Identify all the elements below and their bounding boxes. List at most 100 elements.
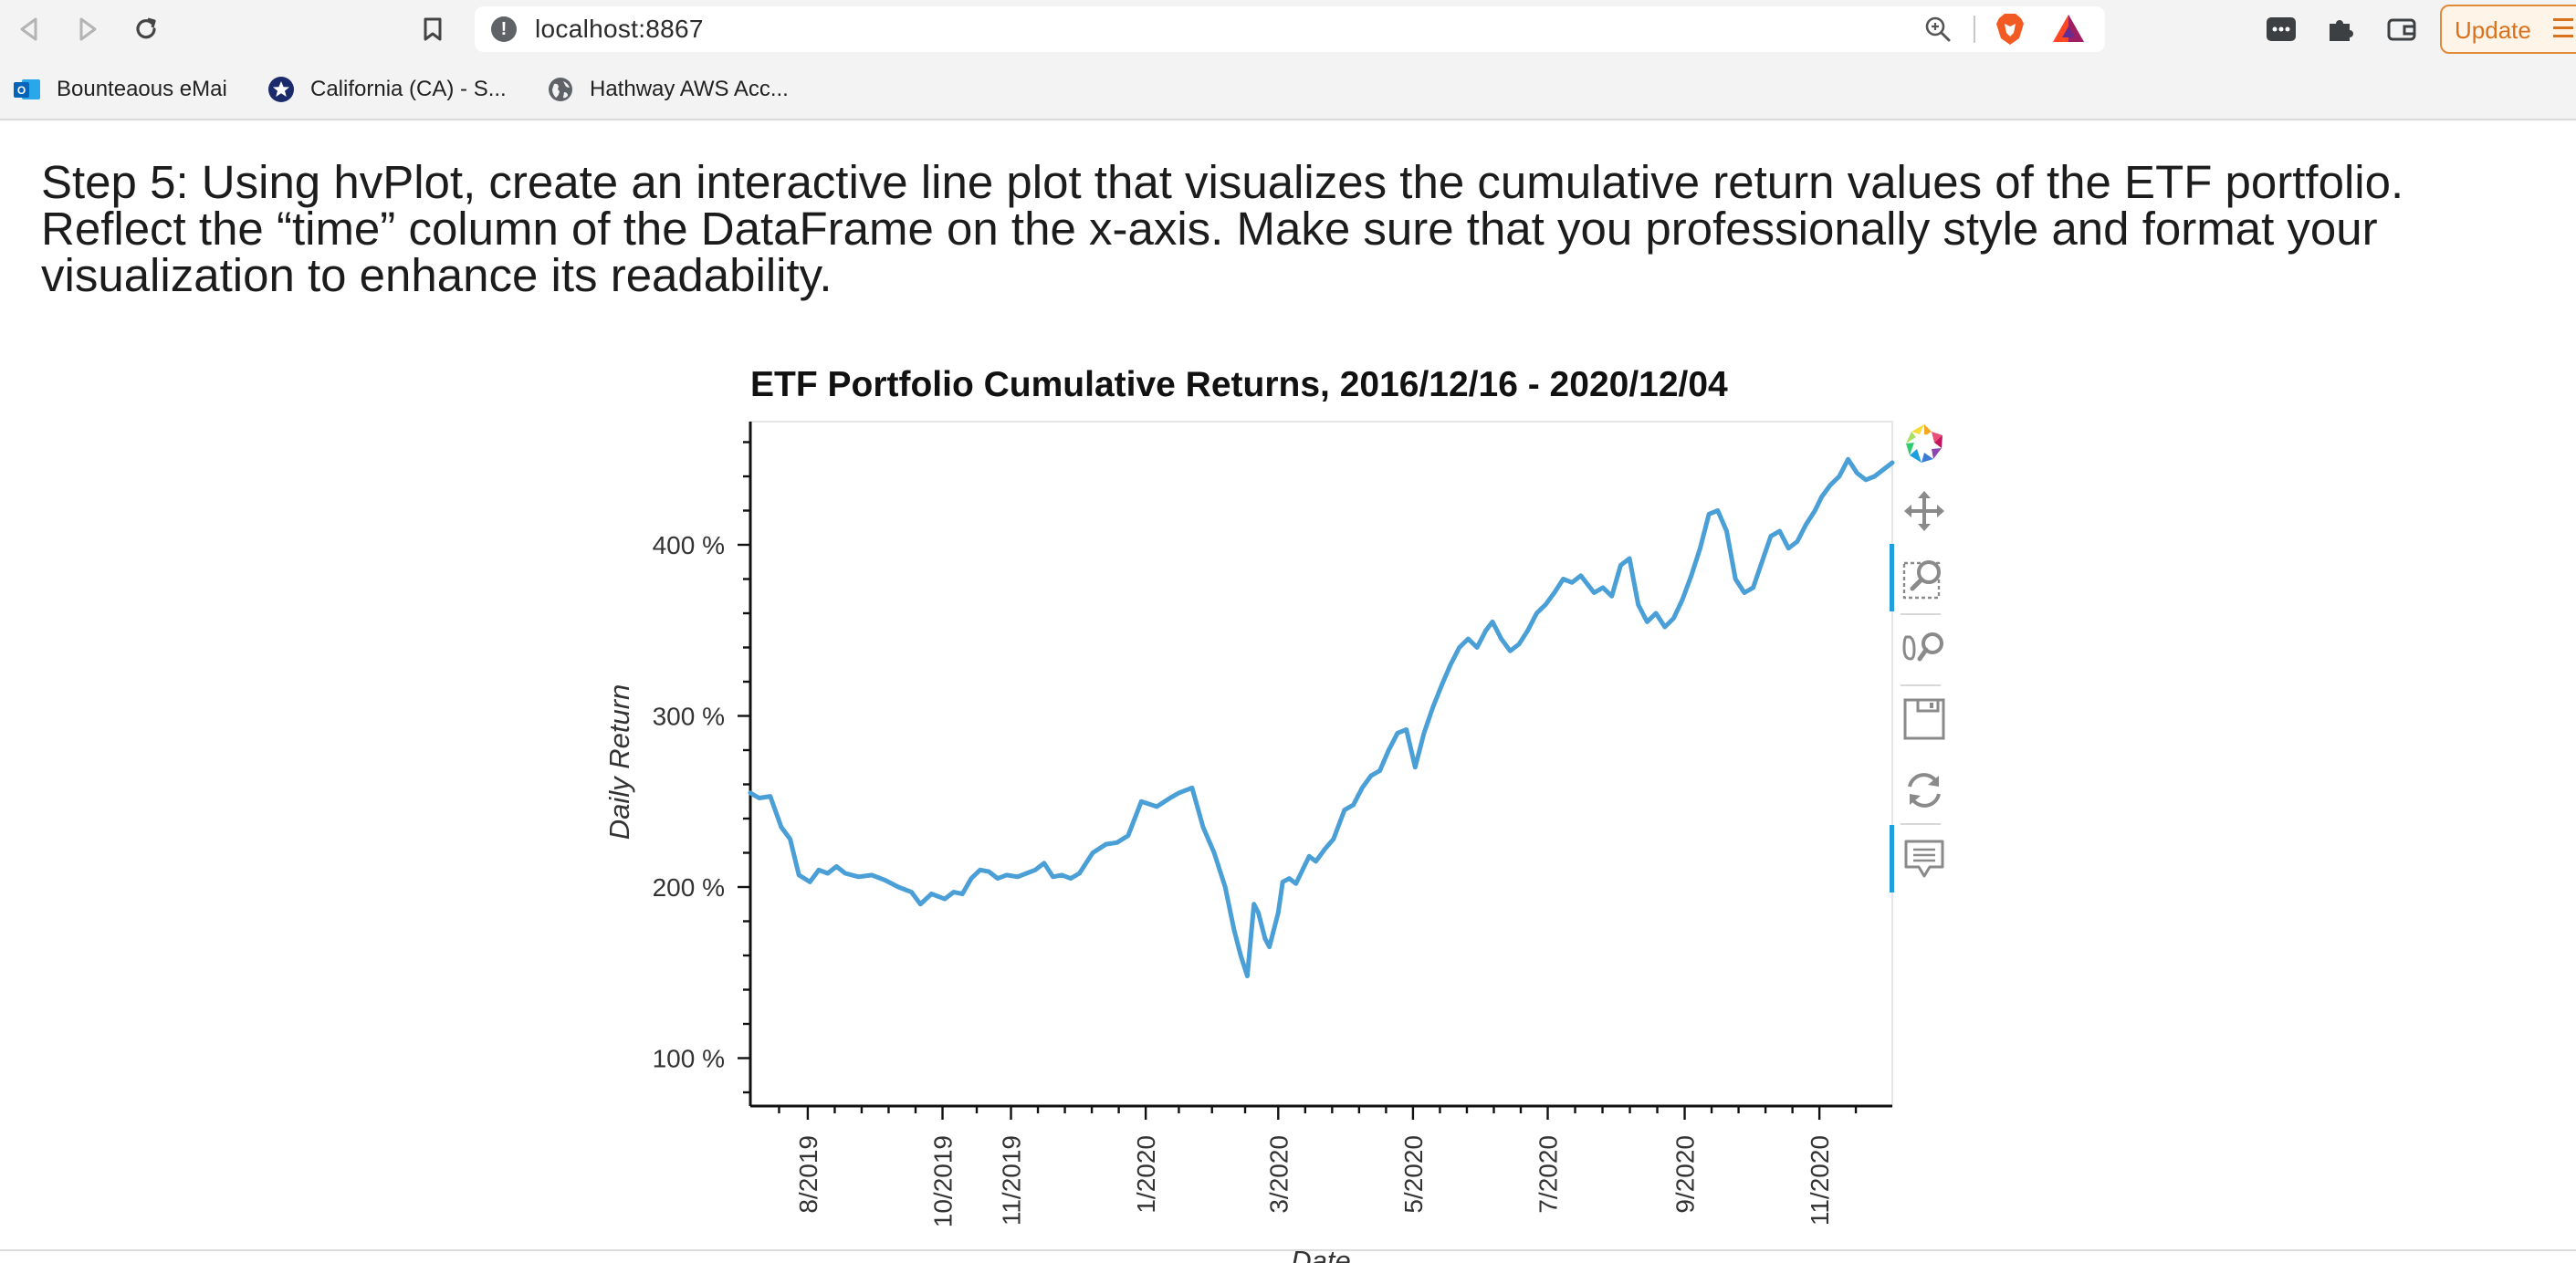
pan-tool-icon[interactable] xyxy=(1901,487,1948,535)
wheel-zoom-tool-icon[interactable] xyxy=(1901,624,1948,672)
brave-shields-icon[interactable] xyxy=(1994,11,2026,47)
data-point xyxy=(779,825,784,830)
data-point xyxy=(1051,874,1055,879)
data-point xyxy=(1256,910,1261,915)
address-bar[interactable]: ! localhost:8867 xyxy=(475,6,2105,52)
data-point xyxy=(869,872,874,878)
site-info-icon[interactable]: ! xyxy=(491,16,517,42)
bokeh-logo-icon[interactable] xyxy=(1901,420,1948,467)
zoom-icon[interactable] xyxy=(1924,15,1952,44)
save-tool-icon[interactable] xyxy=(1901,695,1948,743)
data-point xyxy=(978,868,982,872)
data-point xyxy=(1262,936,1268,941)
url-text[interactable]: localhost:8867 xyxy=(535,15,704,43)
reload-button[interactable] xyxy=(126,9,166,49)
tool-divider xyxy=(1901,613,1941,615)
update-label: Update xyxy=(2455,16,2531,44)
data-point xyxy=(1837,474,1842,479)
svg-text:O: O xyxy=(17,84,26,97)
data-point xyxy=(1689,573,1694,578)
data-point xyxy=(951,890,956,894)
data-point xyxy=(1609,594,1614,599)
data-point xyxy=(1483,628,1489,632)
data-point xyxy=(969,876,974,881)
data-point xyxy=(1777,528,1782,534)
data-point xyxy=(1457,645,1461,650)
extensions-button[interactable] xyxy=(2320,9,2361,49)
data-point xyxy=(1281,880,1285,884)
tool-divider xyxy=(1901,684,1941,686)
y-tick-label: 200 % xyxy=(653,873,725,902)
data-point xyxy=(960,892,965,896)
data-point xyxy=(1653,611,1659,616)
x-tick-label: 11/2020 xyxy=(1806,1135,1834,1226)
x-tick-label: 8/2019 xyxy=(794,1135,822,1214)
data-point xyxy=(1351,802,1356,808)
x-tick-label: 10/2019 xyxy=(929,1135,958,1227)
data-point xyxy=(1077,871,1082,876)
bookmark-button[interactable] xyxy=(413,9,453,49)
update-button[interactable]: Update xyxy=(2440,5,2576,54)
data-point xyxy=(1139,799,1144,804)
data-point xyxy=(1251,902,1256,906)
address-bar-divider xyxy=(1974,16,1975,43)
data-point xyxy=(843,871,848,876)
data-point xyxy=(1177,790,1181,796)
extension-button[interactable] xyxy=(2261,9,2301,49)
data-point xyxy=(1618,563,1623,568)
globe-icon xyxy=(546,75,575,104)
data-point xyxy=(1600,585,1606,590)
data-point xyxy=(1733,577,1738,581)
data-point xyxy=(1032,868,1038,872)
x-axis-title: Date xyxy=(1291,1245,1350,1263)
data-point xyxy=(1671,616,1676,621)
active-tool-marker xyxy=(1890,825,1894,892)
brave-rewards-icon[interactable] xyxy=(2050,12,2087,45)
box-zoom-tool-icon[interactable] xyxy=(1901,555,1948,602)
data-point xyxy=(1404,727,1408,732)
data-point xyxy=(856,874,861,879)
data-point xyxy=(1881,467,1886,472)
data-point xyxy=(825,871,830,876)
data-point xyxy=(816,868,822,872)
data-point xyxy=(1322,847,1327,851)
data-point xyxy=(1715,508,1721,513)
back-button[interactable] xyxy=(9,9,49,49)
data-point xyxy=(1239,953,1243,958)
y-axis-title: Daily Return xyxy=(603,684,635,840)
x-tick-label: 11/2019 xyxy=(998,1135,1026,1226)
data-point xyxy=(1813,508,1817,513)
data-point xyxy=(1314,859,1318,864)
forward-button[interactable] xyxy=(68,9,108,49)
data-point xyxy=(1004,872,1009,878)
data-point xyxy=(1707,512,1712,517)
reload-icon xyxy=(136,17,156,39)
x-tick-label: 7/2020 xyxy=(1534,1135,1563,1214)
data-point xyxy=(1387,747,1391,753)
data-point xyxy=(1627,556,1632,561)
bookmark-item-california[interactable]: California (CA) - S... xyxy=(267,73,507,106)
tool-divider xyxy=(1901,823,1941,825)
data-point xyxy=(929,892,934,896)
data-point xyxy=(1578,573,1584,578)
data-point xyxy=(1760,559,1764,564)
data-point xyxy=(1543,602,1548,607)
bookmark-item-hathway[interactable]: Hathway AWS Acc... xyxy=(546,73,789,106)
bookmark-label: Bounteaous eMai xyxy=(57,77,227,101)
bookmark-item-bounteaous[interactable]: O Bounteaous eMai xyxy=(13,73,227,106)
data-point xyxy=(1421,731,1427,736)
data-point xyxy=(1189,786,1195,790)
wallet-button[interactable] xyxy=(2382,9,2422,49)
data-point xyxy=(1662,624,1668,630)
reset-tool-icon[interactable] xyxy=(1901,767,1948,814)
data-point xyxy=(1223,884,1228,890)
data-point xyxy=(1115,840,1119,845)
data-point xyxy=(1724,528,1729,534)
data-point xyxy=(1245,974,1250,978)
data-point xyxy=(1490,620,1495,624)
data-point xyxy=(1287,876,1292,881)
data-point xyxy=(1104,841,1108,847)
hover-tool-icon[interactable] xyxy=(1901,836,1948,883)
data-point xyxy=(1331,837,1336,841)
